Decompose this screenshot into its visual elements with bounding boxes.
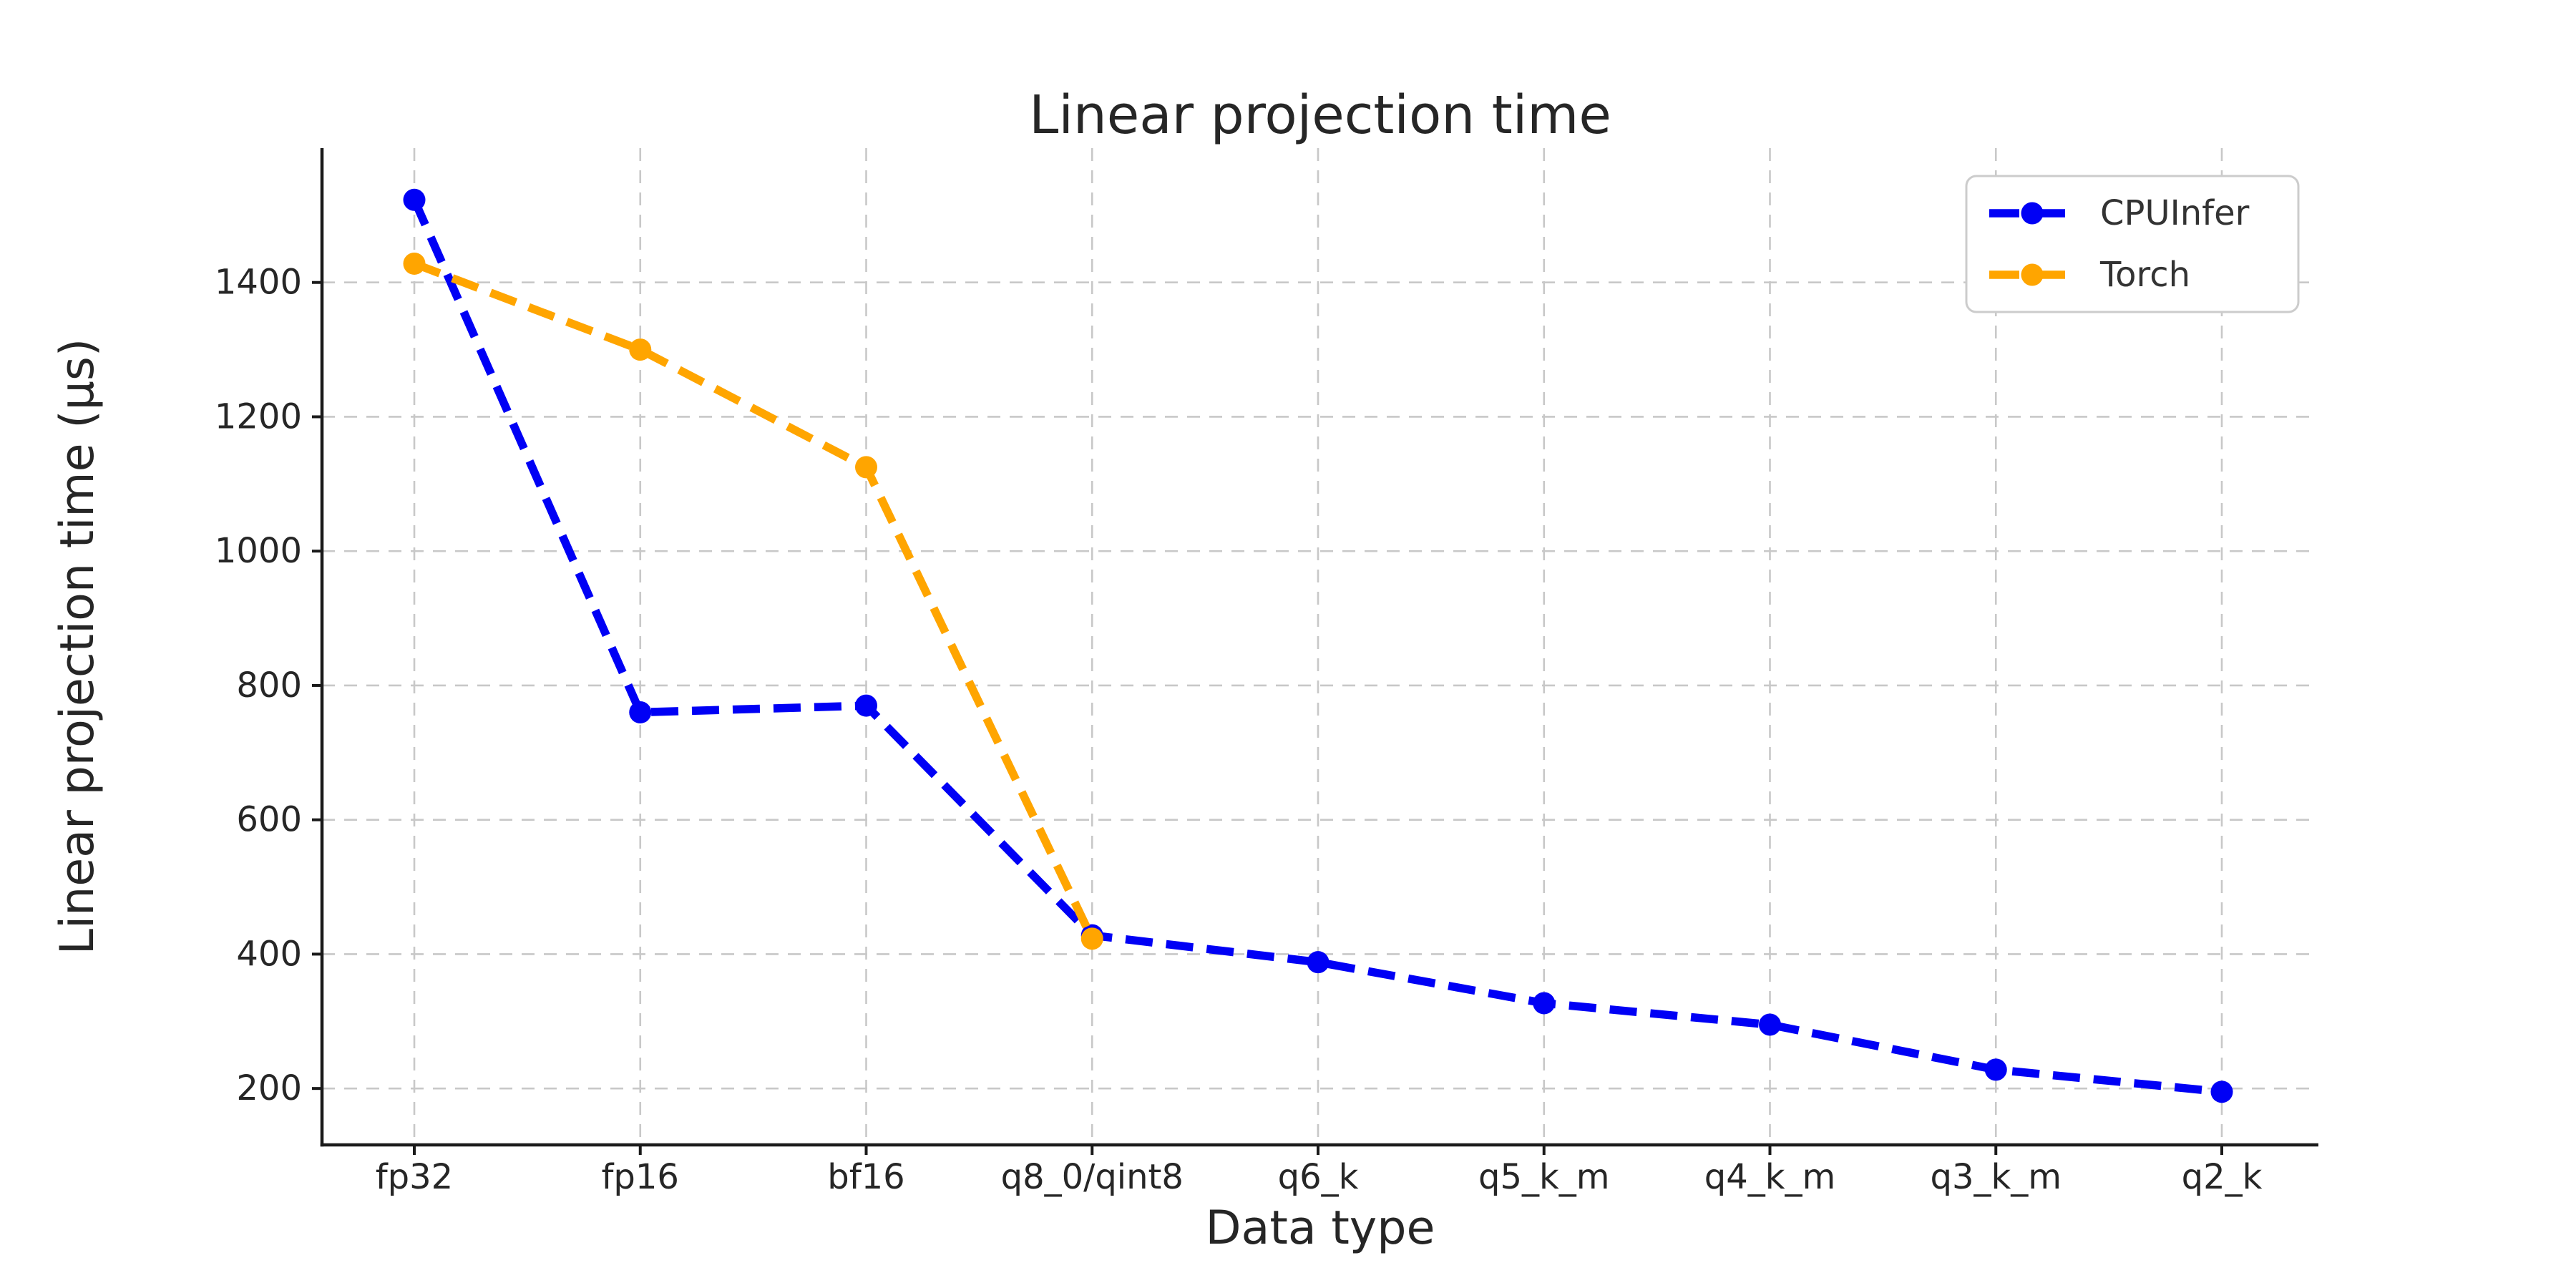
legend: CPUInfer Torch (1965, 175, 2300, 313)
y-axis-label: Linear projection time (μs) (51, 338, 104, 955)
legend-entry-cpuinfer: CPUInfer (1989, 193, 2250, 233)
data-point-cpuinfer-q2_k (2210, 1080, 2233, 1103)
data-point-cpuinfer-fp16 (629, 701, 652, 723)
y-tick-label: 600 (236, 800, 302, 840)
y-tick-label: 1000 (215, 531, 302, 571)
x-tick-label: fp32 (376, 1157, 453, 1197)
legend-label: Torch (2099, 255, 2190, 295)
data-point-cpuinfer-q6_k (1307, 951, 1330, 974)
data-point-torch-bf16 (855, 456, 877, 479)
data-point-cpuinfer-q4_k_m (1759, 1013, 1781, 1036)
legend-marker-torch (2021, 263, 2044, 286)
data-point-torch-q8_0/qint8 (1080, 927, 1103, 950)
series-line-torch (412, 260, 1096, 941)
x-tick-label: q6_k (1278, 1157, 1359, 1197)
x-axis-label: Data type (1205, 1201, 1435, 1255)
legend-entry-torch: Torch (1989, 255, 2190, 295)
y-tick-label: 1400 (215, 263, 302, 303)
data-point-cpuinfer-q5_k_m (1533, 992, 1556, 1015)
data-point-cpuinfer-bf16 (855, 694, 877, 717)
tick-labels: 200 400 600 800 1000 1200 1400 fp32 fp16 bf16 q8_0… (215, 263, 2263, 1197)
tick-marks (312, 280, 2223, 1155)
legend-marker-cpuinfer (2021, 202, 2044, 225)
data-point-cpuinfer-q3_k_m (1984, 1058, 2007, 1081)
y-tick-label: 1200 (215, 396, 302, 436)
series-torch (403, 252, 1103, 950)
x-tick-label: q5_k_m (1478, 1157, 1610, 1197)
x-tick-label: q2_k (2182, 1157, 2263, 1197)
data-point-torch-fp16 (629, 338, 652, 361)
y-tick-label: 800 (236, 665, 302, 706)
data-point-torch-fp32 (403, 252, 426, 275)
x-tick-label: bf16 (827, 1157, 904, 1197)
data-point-cpuinfer-fp32 (403, 188, 426, 211)
x-tick-label: q4_k_m (1704, 1157, 1836, 1197)
x-tick-label: q8_0/qint8 (1001, 1157, 1184, 1197)
x-tick-label: q3_k_m (1930, 1157, 2062, 1197)
y-tick-label: 200 (236, 1068, 302, 1108)
legend-label: CPUInfer (2100, 193, 2250, 233)
series-line-cpuinfer (410, 197, 2223, 1096)
x-tick-label: fp16 (602, 1157, 679, 1197)
chart-title: Linear projection time (1029, 84, 1611, 146)
y-tick-label: 400 (236, 934, 302, 974)
